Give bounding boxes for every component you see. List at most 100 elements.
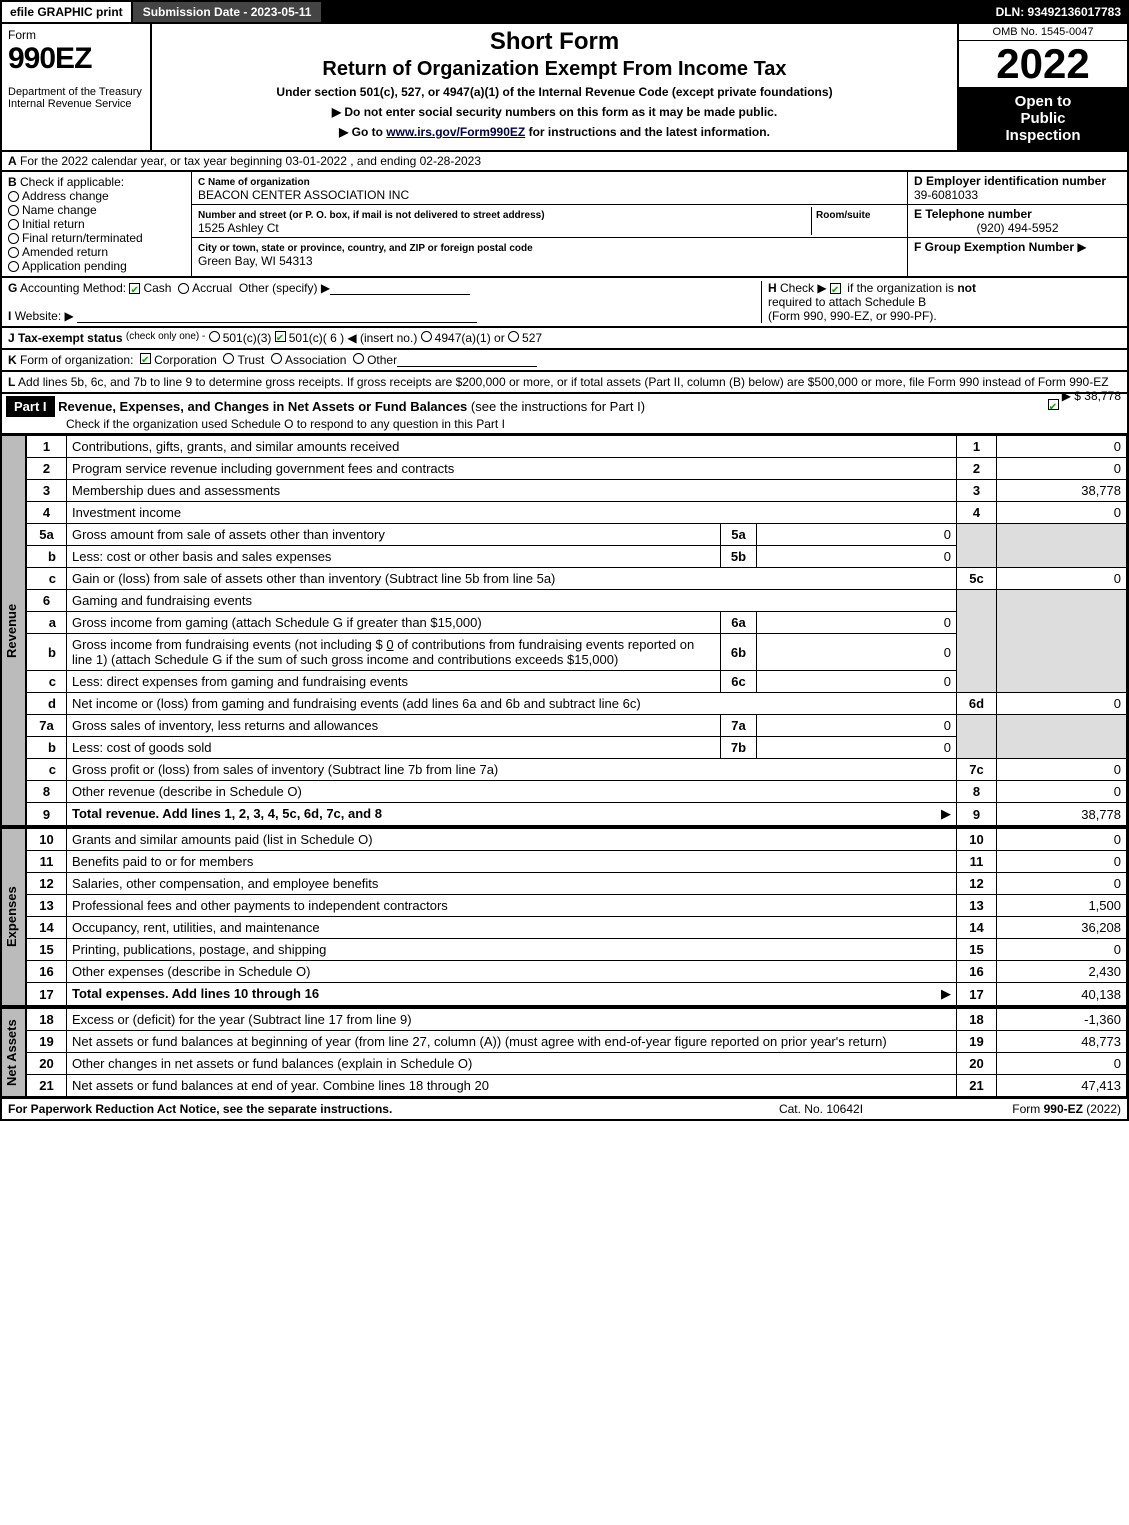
line-2-num: 2 <box>27 458 67 480</box>
line-16-desc: Other expenses (describe in Schedule O) <box>67 961 957 983</box>
line-13-rlbl: 13 <box>957 895 997 917</box>
line-1-desc: Contributions, gifts, grants, and simila… <box>67 436 957 458</box>
shade-6v <box>997 590 1127 693</box>
irs-link[interactable]: www.irs.gov/Form990EZ <box>386 125 525 139</box>
line-9: 9 Total revenue. Add lines 1, 2, 3, 4, 5… <box>27 803 1127 826</box>
line-2-val: 0 <box>997 458 1127 480</box>
g-cash: Cash <box>143 281 171 295</box>
line-3-num: 3 <box>27 480 67 502</box>
checkbox-association[interactable] <box>271 353 282 364</box>
line-3-val: 38,778 <box>997 480 1127 502</box>
line-12-num: 12 <box>27 873 67 895</box>
line-5c-num: c <box>27 568 67 590</box>
checkbox-cash[interactable] <box>129 283 140 294</box>
line-6b-d1b: 0 <box>386 637 393 652</box>
line-10-desc: Grants and similar amounts paid (list in… <box>67 829 957 851</box>
line-12-rlbl: 12 <box>957 873 997 895</box>
line-4-rlbl: 4 <box>957 502 997 524</box>
line-10-num: 10 <box>27 829 67 851</box>
h-text4: (Form 990, 990-EZ, or 990-PF). <box>768 309 937 323</box>
form-word: Form <box>8 28 144 42</box>
checkbox-4947[interactable] <box>421 331 432 342</box>
col-b-label: B <box>8 175 17 189</box>
opt-final-return: Final return/terminated <box>22 231 143 245</box>
line-19-desc: Net assets or fund balances at beginning… <box>67 1031 957 1053</box>
efile-print-label: efile GRAPHIC print <box>0 0 133 24</box>
line-14-num: 14 <box>27 917 67 939</box>
h-text2: if the organization is <box>847 281 957 295</box>
line-6-desc: Gaming and fundraising events <box>67 590 957 612</box>
line-7c-val: 0 <box>997 759 1127 781</box>
checkbox-corporation[interactable] <box>140 353 151 364</box>
line-18: 18 Excess or (deficit) for the year (Sub… <box>27 1009 1127 1031</box>
g-other-blank[interactable] <box>330 281 470 295</box>
h-label: H <box>768 281 777 295</box>
checkbox-501c[interactable] <box>275 331 286 342</box>
row-a: A For the 2022 calendar year, or tax yea… <box>0 152 1129 172</box>
footer-paperwork: For Paperwork Reduction Act Notice, see … <box>8 1102 721 1116</box>
line-7b-num: b <box>27 737 67 759</box>
line-20-rlbl: 20 <box>957 1053 997 1075</box>
line-6a-num: a <box>27 612 67 634</box>
k-label: K <box>8 353 17 367</box>
checkbox-amended-return[interactable] <box>8 247 19 258</box>
line-6a-midlbl: 6a <box>721 612 757 634</box>
open-line2: Public <box>961 110 1125 127</box>
header-right: OMB No. 1545-0047 2022 Open to Public In… <box>957 24 1127 150</box>
line-6a-midval: 0 <box>757 612 957 634</box>
d-value: 39-6081033 <box>914 188 978 202</box>
shade-7 <box>957 715 997 759</box>
i-website-blank[interactable] <box>77 309 477 323</box>
line-20-val: 0 <box>997 1053 1127 1075</box>
checkbox-address-change[interactable] <box>8 191 19 202</box>
checkbox-other-org[interactable] <box>353 353 364 364</box>
c-city-label: City or town, state or province, country… <box>198 243 533 254</box>
line-14: 14 Occupancy, rent, utilities, and maint… <box>27 917 1127 939</box>
line-8: 8 Other revenue (describe in Schedule O)… <box>27 781 1127 803</box>
line-7a: 7a Gross sales of inventory, less return… <box>27 715 1127 737</box>
line-8-desc: Other revenue (describe in Schedule O) <box>67 781 957 803</box>
checkbox-trust[interactable] <box>223 353 234 364</box>
line-6d-num: d <box>27 693 67 715</box>
line-11-val: 0 <box>997 851 1127 873</box>
k-text: Form of organization: <box>20 353 133 367</box>
line-17-desc: Total expenses. Add lines 10 through 16 … <box>67 983 957 1006</box>
k-other-blank[interactable] <box>397 353 537 367</box>
checkbox-name-change[interactable] <box>8 205 19 216</box>
checkbox-schedule-o[interactable] <box>1048 399 1059 410</box>
line-6c-num: c <box>27 671 67 693</box>
line-16-val: 2,430 <box>997 961 1127 983</box>
part-1-label: Part I <box>6 396 55 417</box>
checkbox-initial-return[interactable] <box>8 219 19 230</box>
e-value: (920) 494-5952 <box>914 221 1121 235</box>
part-1-title: Revenue, Expenses, and Changes in Net As… <box>58 399 467 414</box>
title-return-exempt: Return of Organization Exempt From Incom… <box>162 58 947 81</box>
expenses-block: Expenses 10 Grants and similar amounts p… <box>0 828 1129 1008</box>
line-9-val: 38,778 <box>997 803 1127 826</box>
instruction-ssn: ▶ Do not enter social security numbers o… <box>162 105 947 119</box>
line-7c-num: c <box>27 759 67 781</box>
row-h: H Check ▶ if the organization is not req… <box>761 281 1121 323</box>
c-name-label: C Name of organization <box>198 177 310 188</box>
line-5c-desc: Gain or (loss) from sale of assets other… <box>67 568 957 590</box>
open-line3: Inspection <box>961 127 1125 144</box>
line-5a-num: 5a <box>27 524 67 546</box>
j-o3: 4947(a)(1) or <box>435 331 505 345</box>
line-7c-rlbl: 7c <box>957 759 997 781</box>
form-number: 990EZ <box>8 42 144 76</box>
part-1-note: (see the instructions for Part I) <box>471 399 645 414</box>
line-11: 11 Benefits paid to or for members 11 0 <box>27 851 1127 873</box>
l-amount: ▶ $ 38,778 <box>1062 389 1121 403</box>
line-4: 4 Investment income 4 0 <box>27 502 1127 524</box>
checkbox-final-return[interactable] <box>8 233 19 244</box>
omb-number: OMB No. 1545-0047 <box>959 24 1127 41</box>
checkbox-accrual[interactable] <box>178 283 189 294</box>
line-5c: c Gain or (loss) from sale of assets oth… <box>27 568 1127 590</box>
checkbox-schedule-b[interactable] <box>830 283 841 294</box>
col-def: D Employer identification number 39-6081… <box>907 172 1127 276</box>
checkbox-501c3[interactable] <box>209 331 220 342</box>
line-13-num: 13 <box>27 895 67 917</box>
checkbox-application-pending[interactable] <box>8 261 19 272</box>
line-12: 12 Salaries, other compensation, and emp… <box>27 873 1127 895</box>
checkbox-527[interactable] <box>508 331 519 342</box>
